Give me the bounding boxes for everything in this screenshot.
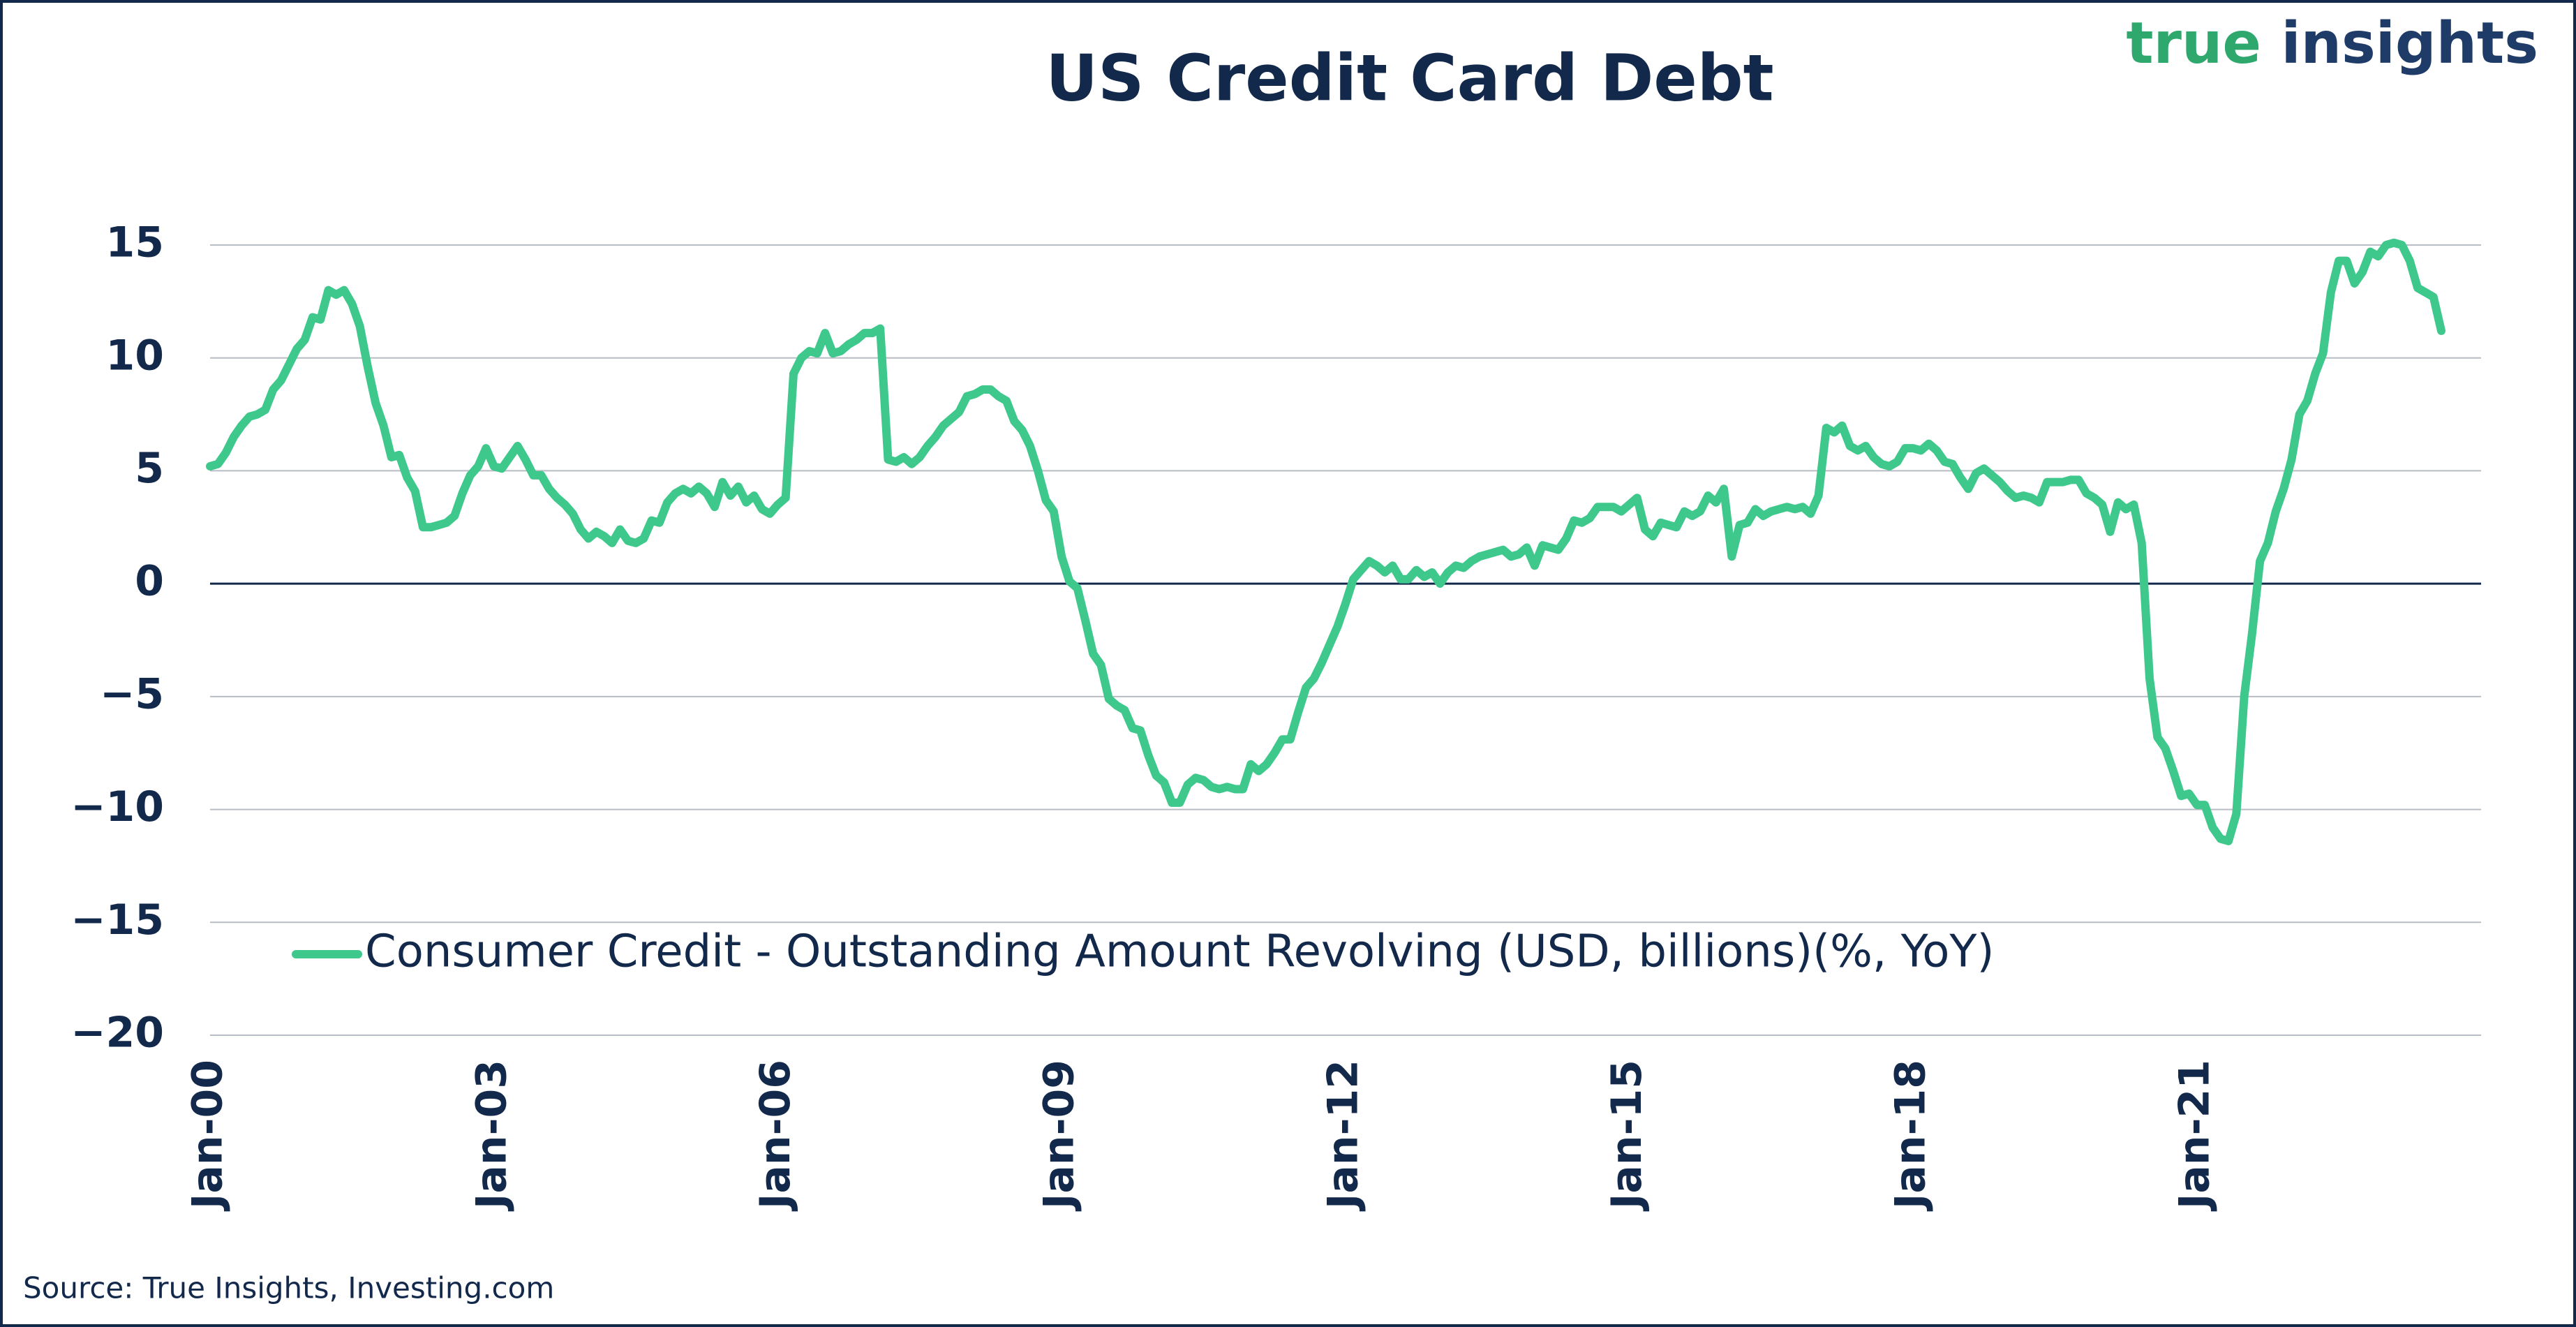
y-tick-label: 15 (106, 218, 165, 267)
line-series (206, 238, 2445, 845)
y-tick-label: 0 (135, 557, 164, 606)
x-tick-label: Jan-15 (1602, 1060, 1651, 1212)
chart-title: US Credit Card Debt (1045, 40, 1773, 115)
logo-part: true (2126, 10, 2261, 77)
x-tick-label: Jan-03 (467, 1060, 516, 1212)
x-tick-label: Jan-12 (1318, 1060, 1367, 1212)
logo-part: insights (2281, 10, 2538, 77)
y-tick-label: −15 (70, 896, 164, 944)
x-tick-label: Jan-06 (751, 1060, 800, 1212)
y-tick-label: 5 (135, 444, 164, 493)
source: Source: True Insights, Investing.com (23, 1271, 554, 1305)
x-tick-label: Jan-09 (1035, 1060, 1084, 1212)
x-tick-label: Jan-21 (2170, 1060, 2219, 1212)
x-tick-label: Jan-18 (1886, 1060, 1935, 1212)
logo: true insights (2126, 10, 2538, 77)
x-tick-label: Jan-00 (184, 1060, 232, 1212)
y-tick-label: −20 (70, 1009, 164, 1058)
legend-label: Consumer Credit - Outstanding Amount Rev… (365, 926, 1994, 978)
y-tick-label: 10 (106, 331, 165, 380)
y-tick-label: −10 (70, 783, 164, 831)
y-tick-label: −5 (100, 669, 164, 718)
